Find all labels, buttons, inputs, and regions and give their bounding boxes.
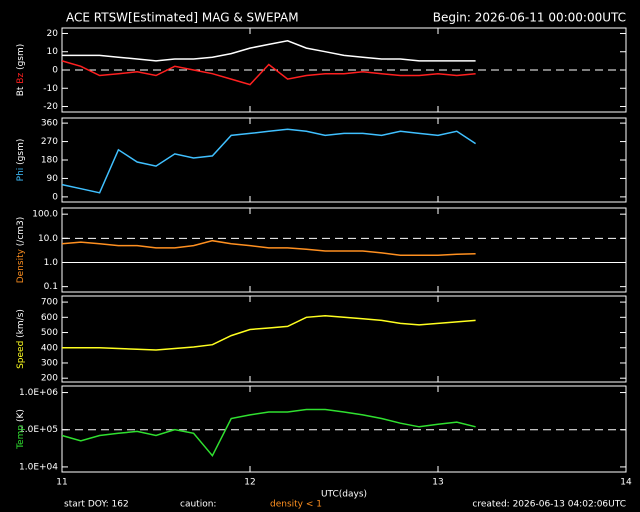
y-unit: (gsm) <box>16 139 26 165</box>
y-tick-label: 300 <box>41 358 58 368</box>
begin: Begin: 2026-06-11 00:00:00UTC <box>433 11 626 25</box>
data-line <box>61 239 476 256</box>
density-note: density < 1 <box>270 500 322 510</box>
legend-entry: Bt <box>16 86 26 96</box>
data-line <box>62 40 476 62</box>
data-line <box>61 408 476 458</box>
y-tick-label: 180 <box>41 156 58 166</box>
y-tick-label: 700 <box>41 298 58 308</box>
y-tick-label: 10 <box>47 47 59 57</box>
x-tick-label: 11 <box>56 478 67 488</box>
data-line <box>62 315 476 351</box>
panel-frame <box>61 207 627 293</box>
y-unit: (gsm) <box>16 44 26 70</box>
x-tick-label: 12 <box>244 478 255 488</box>
y-tick-label: 600 <box>41 313 58 323</box>
y-axis-label: Speed (km/s) <box>16 309 26 369</box>
y-unit: (K) <box>16 409 26 422</box>
title: ACE RTSW[Estimated] MAG & SWEPAM <box>66 11 299 25</box>
y-tick-label: -10 <box>43 84 58 94</box>
y-tick-label: 1.0E+06 <box>19 388 58 398</box>
panel-frame <box>61 295 627 383</box>
y-tick-label: 0 <box>52 66 58 76</box>
y-axis-label: Density (/cm3) <box>16 217 26 284</box>
y-tick-label: 200 <box>41 374 58 384</box>
y-tick-label: 20 <box>47 29 59 39</box>
legend-entry: Density <box>16 248 26 283</box>
y-axis-label: Temp (K) <box>16 409 26 450</box>
y-tick-label: -20 <box>43 102 58 112</box>
panel-frame <box>61 385 627 473</box>
y-tick-label: 10.0 <box>38 234 58 244</box>
data-line <box>61 128 477 194</box>
y-tick-label: 0.1 <box>44 282 58 292</box>
legend-entry: Bz <box>16 73 26 84</box>
y-tick-label: 0 <box>52 192 58 202</box>
y-unit: (km/s) <box>16 309 26 338</box>
start-doy: start DOY: 162 <box>64 500 129 510</box>
caution: caution: <box>180 500 216 510</box>
y-tick-label: 100.0 <box>32 210 58 220</box>
y-tick-label: 500 <box>41 328 58 338</box>
y-tick-label: 1.0E+04 <box>19 462 58 472</box>
y-tick-label: 1.0 <box>44 258 59 268</box>
legend-entry: Phi <box>16 168 26 182</box>
y-tick-label: 270 <box>41 137 58 147</box>
y-tick-label: 90 <box>47 174 59 184</box>
created: created: 2026-06-13 04:02:06UTC <box>472 500 626 510</box>
y-unit: (/cm3) <box>16 217 26 247</box>
y-tick-label: 360 <box>41 119 58 129</box>
legend-entry: Temp <box>16 425 26 450</box>
data-line <box>61 60 476 86</box>
x-tick-label: 14 <box>620 478 632 488</box>
y-tick-label: 400 <box>41 343 58 353</box>
x-axis-label: UTC(days) <box>321 490 367 500</box>
legend-entry: Speed <box>16 341 26 369</box>
y-axis-label: Phi (gsm) <box>16 139 26 182</box>
y-axis-label: Bt Bz (gsm) <box>16 44 26 97</box>
y-tick-label: 1.0E+05 <box>19 425 58 435</box>
x-tick-label: 13 <box>432 478 443 488</box>
